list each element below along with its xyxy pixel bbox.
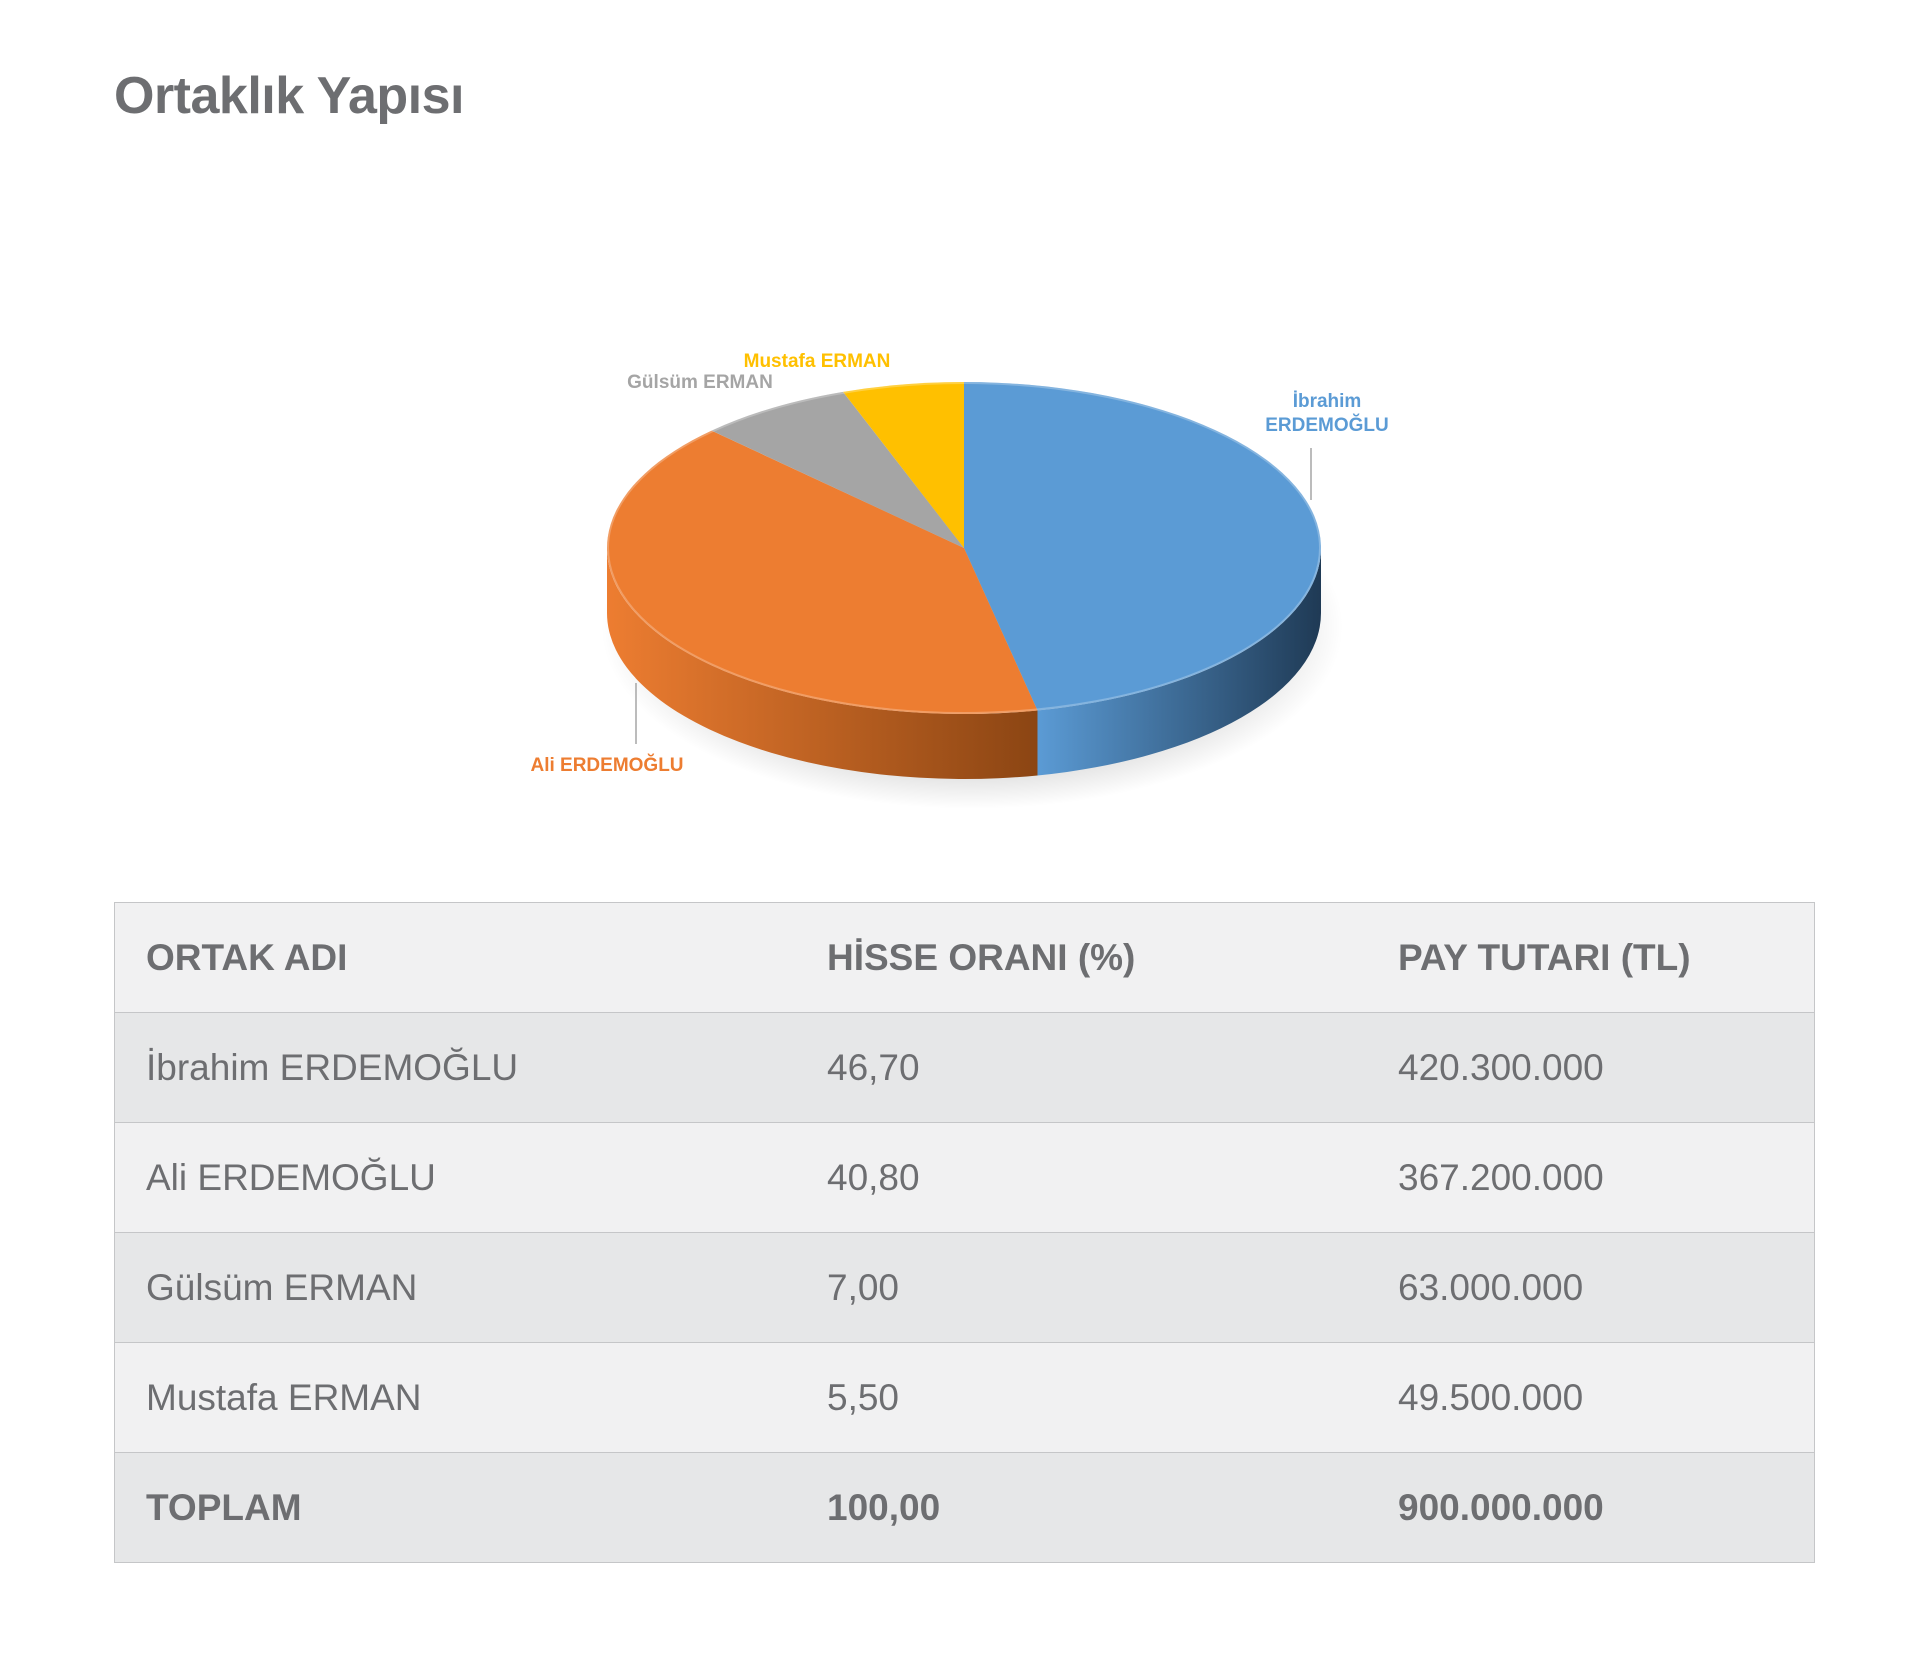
table-row: Ali ERDEMOĞLU 40,80 367.200.000 <box>114 1122 1815 1233</box>
slice-label-line: ERDEMOĞLU <box>1265 414 1389 436</box>
pie-slice-1 <box>606 430 1038 714</box>
cell-name: Mustafa ERMAN <box>114 1342 796 1453</box>
cell-name: Ali ERDEMOĞLU <box>114 1122 796 1233</box>
table-header-row: ORTAK ADI HİSSE ORANI (%) PAY TUTARI (TL… <box>114 902 1815 1013</box>
cell-amount: 367.200.000 <box>1367 1122 1815 1233</box>
slice-label-line: İbrahim <box>1293 391 1362 412</box>
cell-share: 7,00 <box>796 1232 1367 1343</box>
table-row: Mustafa ERMAN 5,50 49.500.000 <box>114 1342 1815 1453</box>
page-title: Ortaklık Yapısı <box>114 67 464 125</box>
pie-side-0 <box>1037 548 1321 776</box>
slice-label-line: Gülsüm ERMAN <box>627 372 773 393</box>
pie-chart: İbrahim ERDEMOĞLU Ali ERDEMOĞLU Gülsüm ERMA… <box>530 351 1389 809</box>
slice-label-line: Mustafa ERMAN <box>744 351 891 372</box>
pie-chart-svg: İbrahim ERDEMOĞLU Ali ERDEMOĞLU Gülsüm ERMA… <box>530 351 1389 809</box>
header-pay-tutari: PAY TUTARI (TL) <box>1367 902 1815 1013</box>
pie-slice-2 <box>711 391 964 548</box>
pie-side-1 <box>607 548 1038 779</box>
pie-slice-3 <box>843 382 964 548</box>
total-label: TOPLAM <box>114 1452 796 1563</box>
cell-amount: 420.300.000 <box>1367 1012 1815 1123</box>
slice-label-2: Gülsüm ERMAN <box>627 372 773 393</box>
pie-rim <box>607 382 1321 714</box>
cell-share: 46,70 <box>796 1012 1367 1123</box>
table-row: Gülsüm ERMAN 7,00 63.000.000 <box>114 1232 1815 1343</box>
cell-amount: 49.500.000 <box>1367 1342 1815 1453</box>
shareholder-table: ORTAK ADI HİSSE ORANI (%) PAY TUTARI (TL… <box>114 902 1815 1563</box>
header-hisse-orani: HİSSE ORANI (%) <box>796 902 1367 1013</box>
cell-name: Gülsüm ERMAN <box>114 1232 796 1343</box>
pie-slice-0 <box>964 382 1321 711</box>
total-amount: 900.000.000 <box>1367 1452 1815 1563</box>
cell-share: 5,50 <box>796 1342 1367 1453</box>
slice-label-line: Ali ERDEMOĞLU <box>530 754 683 776</box>
header-ortak-adi: ORTAK ADI <box>114 902 796 1013</box>
slice-label-0: İbrahim ERDEMOĞLU <box>1265 391 1389 436</box>
cell-amount: 63.000.000 <box>1367 1232 1815 1343</box>
table-row: İbrahim ERDEMOĞLU 46,70 420.300.000 <box>114 1012 1815 1123</box>
cell-share: 40,80 <box>796 1122 1367 1233</box>
slice-label-3: Mustafa ERMAN <box>744 351 891 372</box>
slice-label-1: Ali ERDEMOĞLU <box>530 754 683 776</box>
total-share: 100,00 <box>796 1452 1367 1563</box>
table-total-row: TOPLAM 100,00 900.000.000 <box>114 1452 1815 1563</box>
cell-name: İbrahim ERDEMOĞLU <box>114 1012 796 1123</box>
